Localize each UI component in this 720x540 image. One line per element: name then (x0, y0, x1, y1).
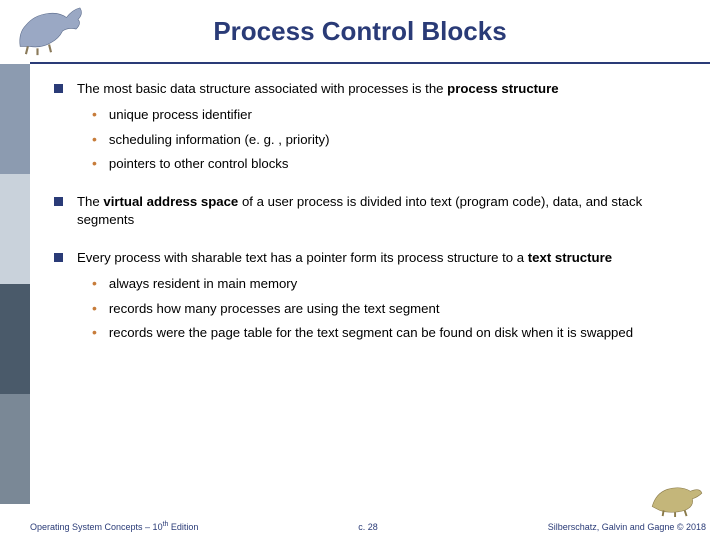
sub-bullet-item: • unique process identifier (92, 106, 692, 124)
footer-right: Silberschatz, Galvin and Gagne © 2018 (548, 522, 706, 532)
sidebar-seg-1 (0, 64, 30, 174)
slide-title: Process Control Blocks (0, 16, 720, 47)
dot-bullet-icon: • (92, 275, 97, 293)
sidebar-accent (0, 64, 30, 504)
slide-header: Process Control Blocks (0, 16, 720, 47)
sidebar-seg-4 (0, 394, 30, 504)
sub-bullet-text: records how many processes are using the… (109, 300, 692, 318)
sub-bullet-item: • pointers to other control blocks (92, 155, 692, 173)
dot-bullet-icon: • (92, 106, 97, 124)
square-bullet-icon (54, 84, 63, 93)
sub-bullet-text: scheduling information (e. g. , priority… (109, 131, 692, 149)
square-bullet-icon (54, 253, 63, 262)
square-bullet-icon (54, 197, 63, 206)
title-underline (30, 62, 710, 64)
footer-center: c. 28 (358, 522, 378, 532)
sidebar-seg-2 (0, 174, 30, 284)
sub-bullet-text: always resident in main memory (109, 275, 692, 293)
dot-bullet-icon: • (92, 300, 97, 318)
slide-footer: Operating System Concepts – 10th Edition… (30, 521, 706, 532)
bullet-text: Every process with sharable text has a p… (77, 249, 692, 267)
sub-bullet-text: pointers to other control blocks (109, 155, 692, 173)
sub-bullet-item: • always resident in main memory (92, 275, 692, 293)
bullet-item: The virtual address space of a user proc… (54, 193, 692, 229)
dot-bullet-icon: • (92, 324, 97, 342)
bullet-text: The virtual address space of a user proc… (77, 193, 692, 229)
sub-bullet-item: • records were the page table for the tex… (92, 324, 692, 342)
sub-bullet-item: • scheduling information (e. g. , priorit… (92, 131, 692, 149)
dot-bullet-icon: • (92, 131, 97, 149)
sub-bullet-text: records were the page table for the text… (109, 324, 692, 342)
bullet-item: The most basic data structure associated… (54, 80, 692, 98)
sub-bullet-text: unique process identifier (109, 106, 692, 124)
sidebar-seg-3 (0, 284, 30, 394)
dot-bullet-icon: • (92, 155, 97, 173)
footer-left: Operating System Concepts – 10th Edition (30, 521, 198, 532)
sub-bullet-list: • always resident in main memory • records … (92, 275, 692, 342)
bullet-text: The most basic data structure associated… (77, 80, 692, 98)
sub-bullet-item: • records how many processes are using th… (92, 300, 692, 318)
bullet-item: Every process with sharable text has a p… (54, 249, 692, 267)
slide-content: The most basic data structure associated… (54, 80, 692, 500)
sub-bullet-list: • unique process identifier • scheduling in… (92, 106, 692, 173)
